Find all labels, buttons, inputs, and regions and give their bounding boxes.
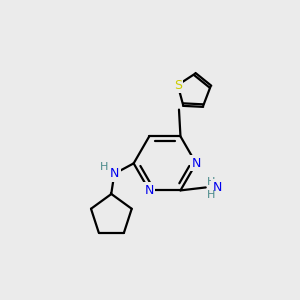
Text: N: N bbox=[110, 167, 119, 180]
Text: H: H bbox=[207, 190, 216, 200]
Text: H: H bbox=[100, 162, 108, 172]
Text: N: N bbox=[145, 184, 154, 197]
Text: S: S bbox=[174, 79, 182, 92]
Text: H: H bbox=[207, 177, 216, 187]
Text: N: N bbox=[191, 157, 201, 170]
Text: N: N bbox=[212, 181, 222, 194]
